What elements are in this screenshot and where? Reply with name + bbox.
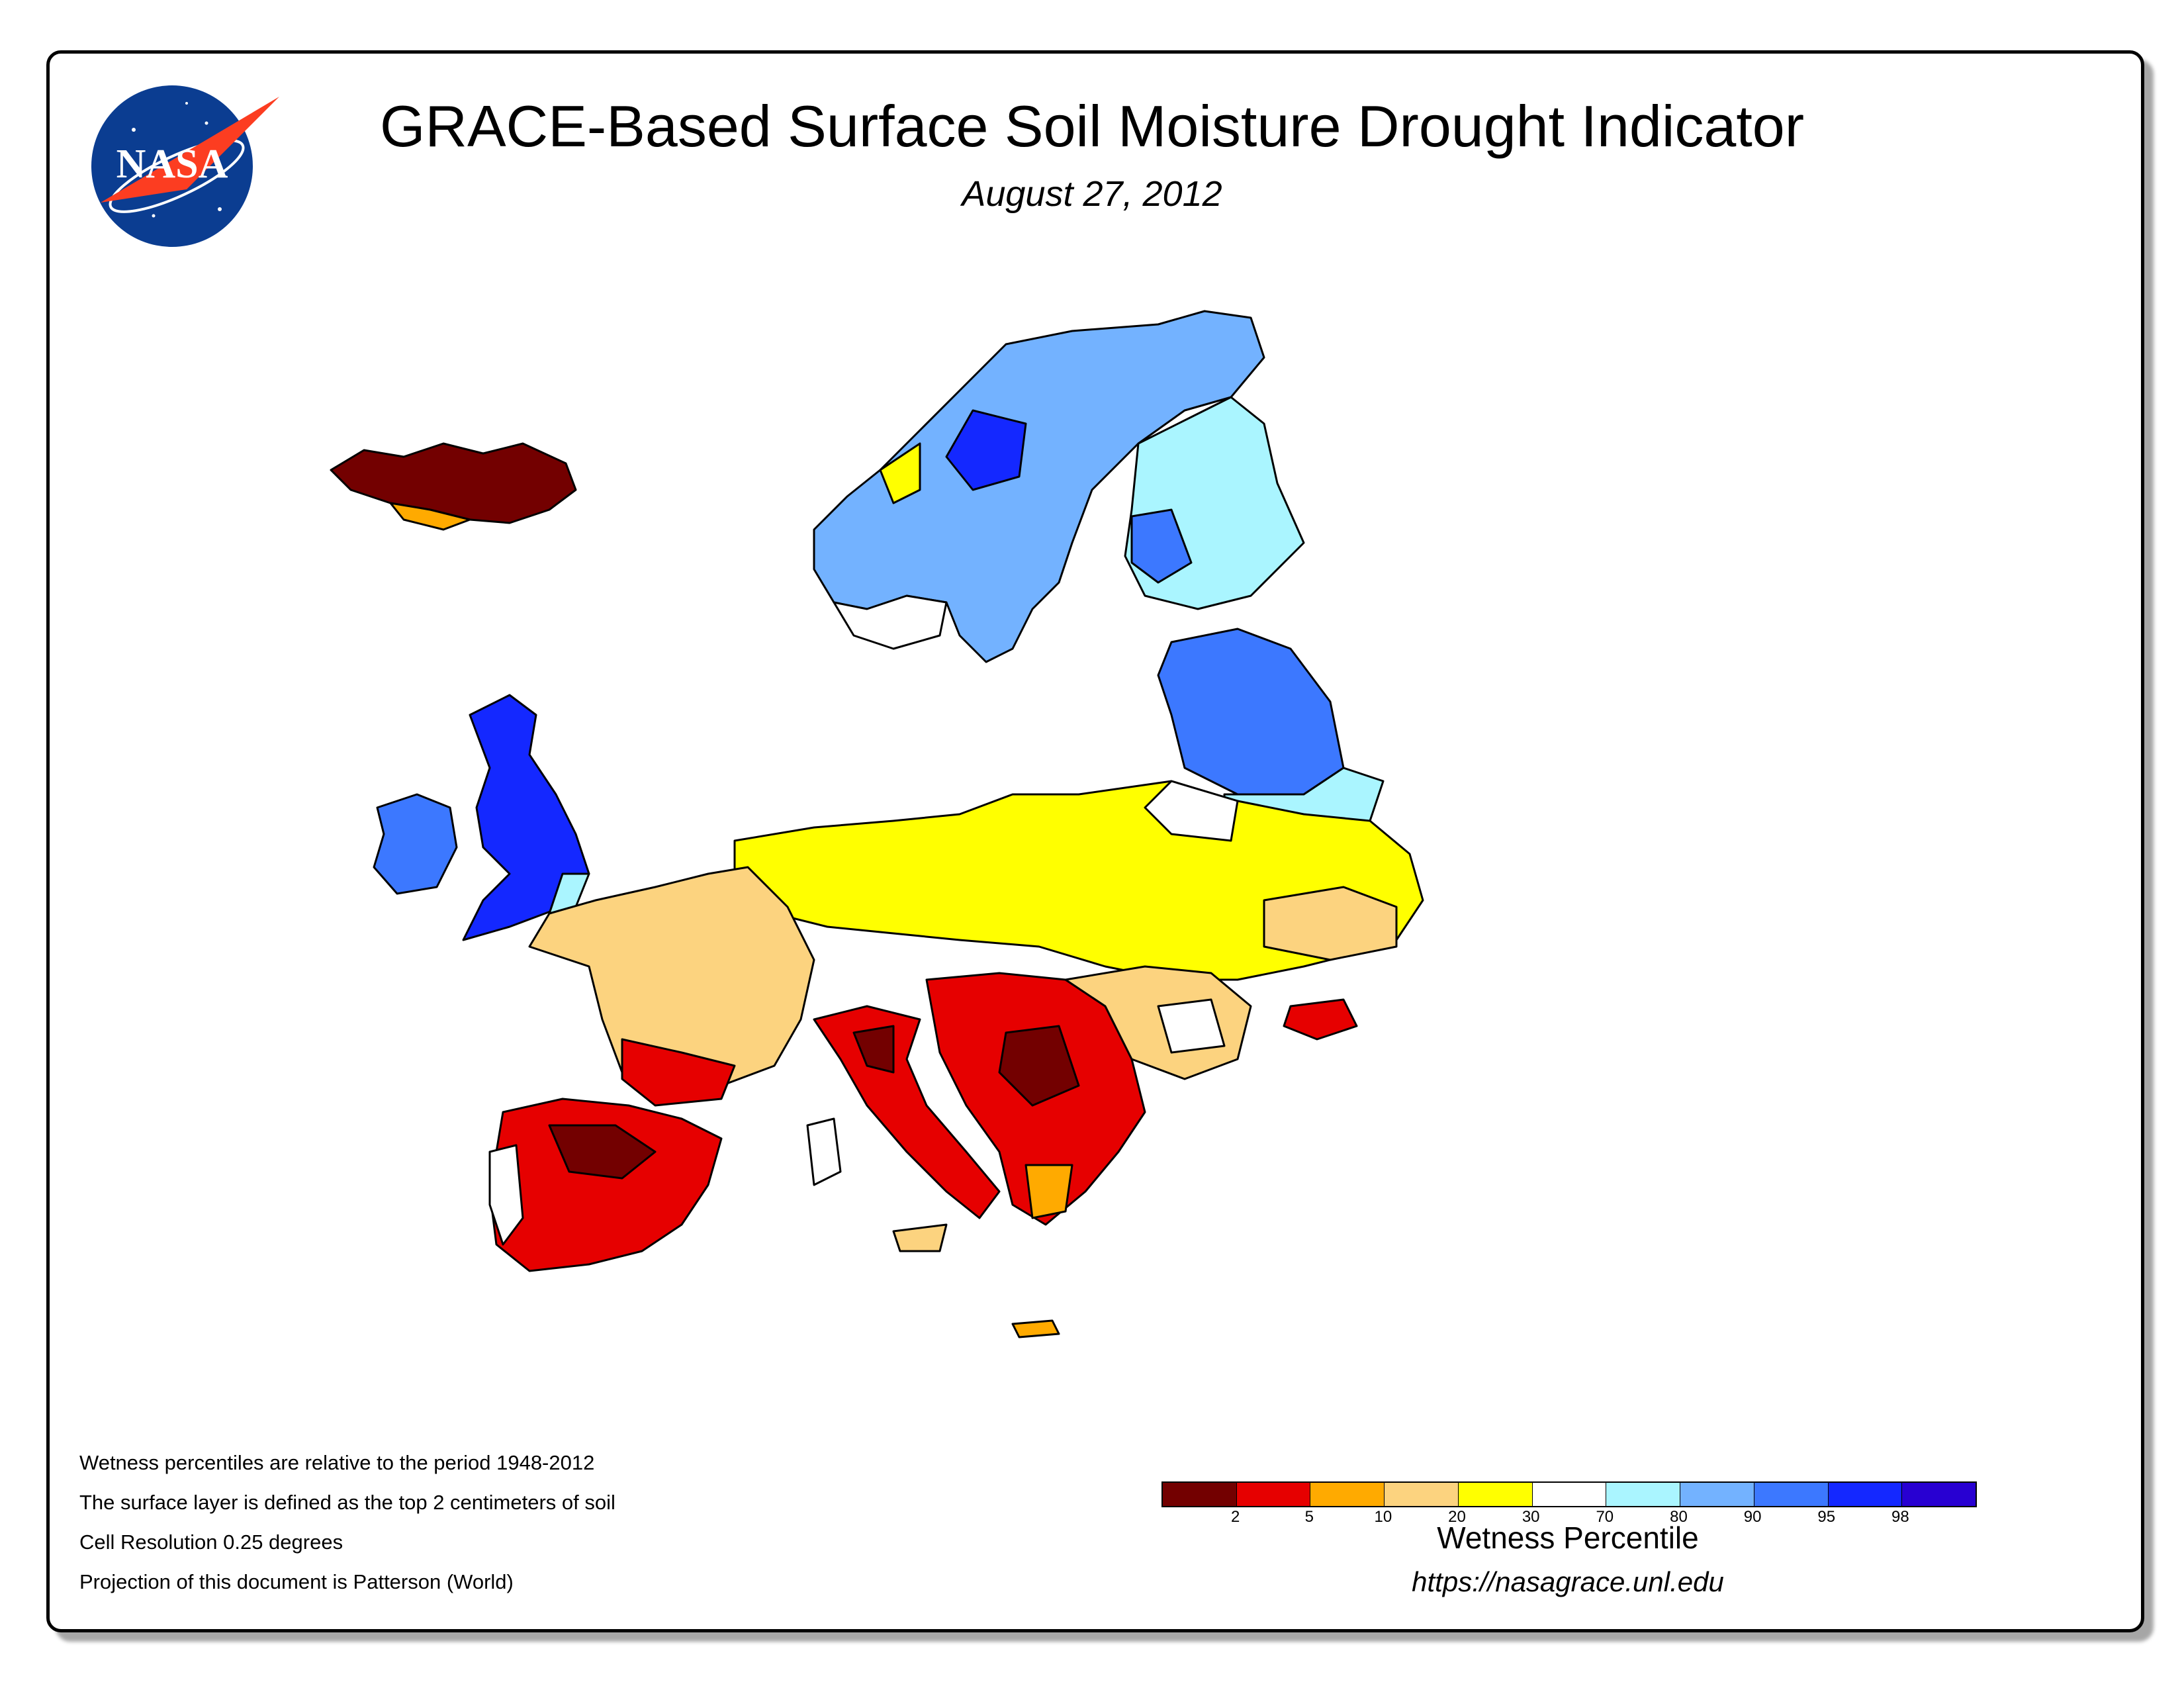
map-title: GRACE-Based Surface Soil Moisture Drough…	[379, 93, 1805, 159]
note-cell-resolution: Cell Resolution 0.25 degrees	[79, 1530, 343, 1554]
legend-tick-label: 90	[1743, 1508, 1762, 1526]
note-projection: Projection of this document is Patterson…	[79, 1570, 514, 1593]
legend-tick-label: 95	[1817, 1508, 1836, 1526]
legend-swatch-8	[1754, 1483, 1829, 1506]
legend-tick-label: 70	[1596, 1508, 1614, 1526]
legend-swatch-5	[1532, 1483, 1607, 1506]
legend-swatch-10	[1902, 1483, 1976, 1506]
map-date: August 27, 2012	[962, 174, 1222, 214]
europe-map	[330, 310, 1424, 1338]
region-ukraine	[1263, 886, 1398, 961]
region-crimea	[1283, 998, 1358, 1041]
region-baltics-belarus	[1157, 628, 1345, 796]
note-surface-layer: The surface layer is defined as the top …	[79, 1491, 615, 1514]
legend-swatch-1	[1236, 1483, 1311, 1506]
region-scandinavia	[813, 310, 1265, 663]
legend-swatch-3	[1385, 1483, 1459, 1506]
notes: Wetness percentiles are relative to the …	[79, 1443, 615, 1602]
legend-title: Wetness Percentile	[1437, 1521, 1699, 1555]
legend-swatch-7	[1680, 1483, 1754, 1506]
nasa-logo: NASA	[91, 85, 279, 247]
legend-swatch-4	[1458, 1483, 1533, 1506]
region-sardinia	[806, 1117, 842, 1186]
legend-tick-label: 98	[1891, 1508, 1909, 1526]
legend-tick-label: 2	[1230, 1508, 1240, 1526]
source-url[interactable]: https://nasagrace.unl.edu	[1412, 1566, 1724, 1597]
region-ireland	[373, 793, 458, 895]
nasa-logo-vector	[101, 97, 279, 203]
region-italy	[813, 1005, 1001, 1219]
legend-swatch-6	[1606, 1483, 1681, 1506]
region-romania	[1064, 965, 1252, 1080]
legend-swatch-0	[1163, 1483, 1237, 1506]
legend-tick-label: 80	[1670, 1508, 1688, 1526]
legend-tick-label: 10	[1374, 1508, 1392, 1526]
legend-tick-label: 30	[1522, 1508, 1540, 1526]
region-crete	[1011, 1319, 1060, 1338]
nasa-logo-text: NASA	[116, 142, 228, 187]
legend-tick-label: 5	[1304, 1508, 1314, 1526]
legend-swatch-2	[1310, 1483, 1385, 1506]
legend-tick-label: 20	[1448, 1508, 1466, 1526]
note-percentile-period: Wetness percentiles are relative to the …	[79, 1451, 595, 1474]
region-great-britain	[462, 694, 590, 941]
region-iceland	[330, 442, 577, 524]
legend-colorbar	[1161, 1481, 1977, 1507]
region-france	[528, 866, 815, 1100]
legend-swatch-9	[1828, 1483, 1903, 1506]
region-sicily	[892, 1223, 948, 1252]
